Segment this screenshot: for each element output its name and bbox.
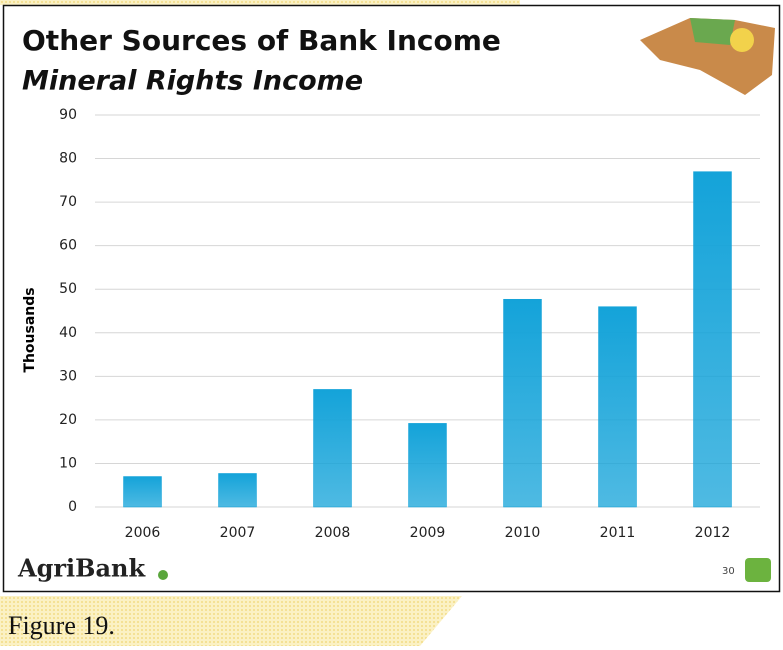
top-band [0,0,520,5]
figure-caption: Figure 19. [8,611,115,640]
y-tick-label: 70 [59,194,77,210]
bar [408,423,447,508]
bar [598,306,637,508]
bar [218,473,257,508]
x-tick-label: 2008 [315,525,351,541]
x-tick-label: 2009 [410,525,446,541]
x-tick-label: 2012 [695,525,731,541]
slide-frame [2,4,781,593]
y-tick-label: 80 [59,151,77,167]
y-tick-label: 60 [59,238,77,254]
bar [123,476,162,508]
y-tick-label: 90 [59,107,77,123]
y-tick-label: 40 [59,325,77,341]
bar [693,171,732,508]
x-tick-label: 2010 [505,525,541,541]
x-tick-label: 2011 [600,525,636,541]
bar [503,298,542,508]
logo-mark [158,570,168,580]
y-tick-label: 50 [59,281,77,297]
y-tick-label: 30 [59,368,77,384]
x-tick-label: 2007 [220,525,256,541]
y-tick-label: 20 [59,412,77,428]
chart-title: Other Sources of Bank Income [22,24,501,57]
bar [313,389,352,508]
logo: AgriBank [17,554,146,583]
map-icon [640,18,775,95]
leaf-icon [745,558,771,582]
page-number: 30 [722,566,735,577]
y-tick-label: 10 [59,455,77,471]
x-tick-label: 2006 [125,525,161,541]
caption-band [0,596,462,646]
chart-subtitle: Mineral Rights Income [22,66,363,97]
y-axis-label: Thousands [22,287,38,372]
y-tick-label: 0 [68,499,77,515]
